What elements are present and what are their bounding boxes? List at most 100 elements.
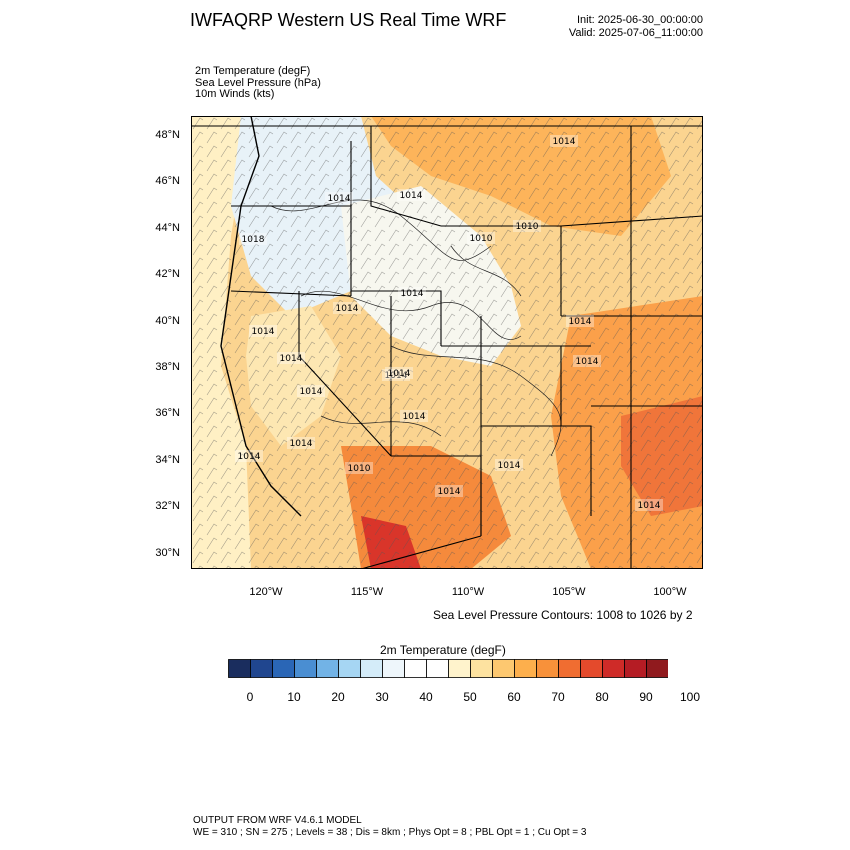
- latitude-label: 40°N: [155, 314, 180, 327]
- pressure-label-bg: [287, 437, 315, 449]
- pressure-label: 1014: [290, 439, 313, 449]
- pressure-label-bg: [325, 192, 353, 204]
- colorbar-title: 2m Temperature (degF): [380, 643, 506, 657]
- pressure-label-bg: [239, 233, 267, 245]
- colorbar-label: 50: [463, 690, 477, 704]
- colorbar-label: 10: [287, 690, 301, 704]
- colorbar-box: [470, 659, 493, 678]
- pressure-label-bg: [400, 410, 428, 422]
- colorbar-label: 30: [375, 690, 389, 704]
- colorbar-box: [448, 659, 471, 678]
- colorbar-box: [360, 659, 383, 678]
- state-borders: [191, 125, 703, 569]
- pressure-label: 1014: [388, 369, 411, 379]
- pressure-label-bg: [277, 352, 305, 364]
- colorbar-box: [602, 659, 625, 678]
- colorbar-label: 60: [507, 690, 521, 704]
- colorbar-label: 0: [246, 690, 254, 704]
- colorbar-box: [558, 659, 581, 678]
- field-pressure: Sea Level Pressure (hPa): [195, 76, 321, 89]
- colorbar-label: 40: [419, 690, 433, 704]
- pressure-label-bg: [297, 385, 325, 397]
- pressure-label: 1014: [252, 327, 275, 337]
- colorbar-box: [272, 659, 295, 678]
- longitude-label: 110°W: [451, 586, 485, 598]
- pressure-label-bg: [235, 450, 263, 462]
- colorbar-label: 100: [679, 690, 701, 704]
- longitude-label: 100°W: [653, 586, 687, 598]
- field-list: 2m Temperature (degF) Sea Level Pressure…: [195, 65, 321, 101]
- field-temperature: 2m Temperature (degF): [195, 65, 311, 77]
- pressure-contours: [270, 199, 562, 457]
- pressure-label: 1014: [438, 487, 461, 497]
- colorbar-label: 80: [595, 690, 609, 704]
- longitude-label: 105°W: [552, 586, 586, 598]
- pressure-label: 1014: [300, 387, 323, 397]
- pressure-label-bg: [467, 232, 495, 244]
- pressure-label: 1014: [238, 452, 261, 462]
- pressure-label-bg: [550, 135, 578, 147]
- pressure-label-bg: [333, 302, 361, 314]
- pressure-label: 1014: [638, 501, 661, 511]
- latitude-label: 32°N: [155, 500, 180, 513]
- longitude-label: 115°W: [350, 586, 384, 598]
- colorbar-box: [492, 659, 515, 678]
- pressure-label: 1010: [348, 464, 371, 474]
- colorbar-label: 90: [639, 690, 653, 704]
- pressure-label: 1014: [576, 357, 599, 367]
- model-output-line: OUTPUT FROM WRF V4.6.1 MODEL: [193, 815, 362, 826]
- latitude-label: 44°N: [155, 221, 180, 234]
- latitude-label: 36°N: [155, 407, 180, 420]
- pressure-label: 1018: [242, 235, 265, 245]
- model-config-line: WE = 310 ; SN = 275 ; Levels = 38 ; Dis …: [193, 827, 587, 838]
- colorbar-box: [514, 659, 537, 678]
- pressure-label-bg: [249, 325, 277, 337]
- colorbar-box: [250, 659, 273, 678]
- pressure-label-bg: [382, 369, 410, 381]
- colorbar-box: [624, 659, 647, 678]
- colorbar-box: [426, 659, 449, 678]
- pressure-label: 1014: [403, 412, 426, 422]
- colorbar-label: 70: [551, 690, 565, 704]
- chart-title: IWFAQRP Western US Real Time WRF: [190, 10, 507, 30]
- contour-note: Sea Level Pressure Contours: 1008 to 102…: [433, 608, 693, 622]
- pressure-label: 1010: [470, 234, 493, 244]
- wind-barbs: [191, 116, 703, 569]
- latitude-label: 30°N: [155, 546, 180, 559]
- latitude-label: 38°N: [155, 361, 180, 373]
- colorbar-box: [382, 659, 405, 678]
- pressure-label-layer: 1014 1014 1014 1010 1010 1018 1014 1014 1014 1014…: [235, 135, 663, 511]
- latitude-label: 48°N: [155, 129, 180, 141]
- pressure-label-bg: [435, 485, 463, 497]
- colorbar: [228, 659, 668, 678]
- pressure-label-bg: [635, 499, 663, 511]
- pressure-label: 1014: [280, 354, 303, 364]
- pressure-label: 1014: [385, 371, 408, 381]
- pressure-label-bg: [513, 220, 541, 232]
- valid-time: Valid: 2025-07-06_11:00:00: [568, 27, 703, 39]
- colorbar-box: [646, 659, 668, 678]
- pressure-label: 1014: [401, 289, 424, 299]
- colorbar-box: [404, 659, 427, 678]
- colorbar-box: [228, 659, 251, 678]
- colorbar-box: [294, 659, 317, 678]
- pressure-label: 1014: [328, 194, 351, 204]
- colorbar-box: [580, 659, 603, 678]
- pressure-label-bg: [345, 462, 373, 474]
- init-time: Init: 2025-06-30_00:00:00: [577, 14, 703, 26]
- pressure-label-bg: [397, 189, 425, 201]
- pressure-label: 1014: [336, 304, 359, 314]
- map-frame: [191, 116, 703, 569]
- colorbar-box: [316, 659, 339, 678]
- latitude-label: 34°N: [155, 453, 180, 466]
- pressure-label: 1014: [569, 317, 592, 327]
- field-winds: 10m Winds (kts): [195, 88, 275, 100]
- latitude-label: 46°N: [155, 175, 180, 188]
- pressure-label: 1014: [553, 137, 576, 147]
- latitude-label: 42°N: [155, 268, 180, 281]
- colorbar-box: [338, 659, 361, 678]
- pressure-label: 1014: [400, 191, 423, 201]
- coastline: [220, 116, 302, 517]
- pressure-label-bg: [495, 459, 523, 471]
- run-info: Init: 2025-06-30_00:00:00 Valid: 2025-07…: [520, 14, 703, 40]
